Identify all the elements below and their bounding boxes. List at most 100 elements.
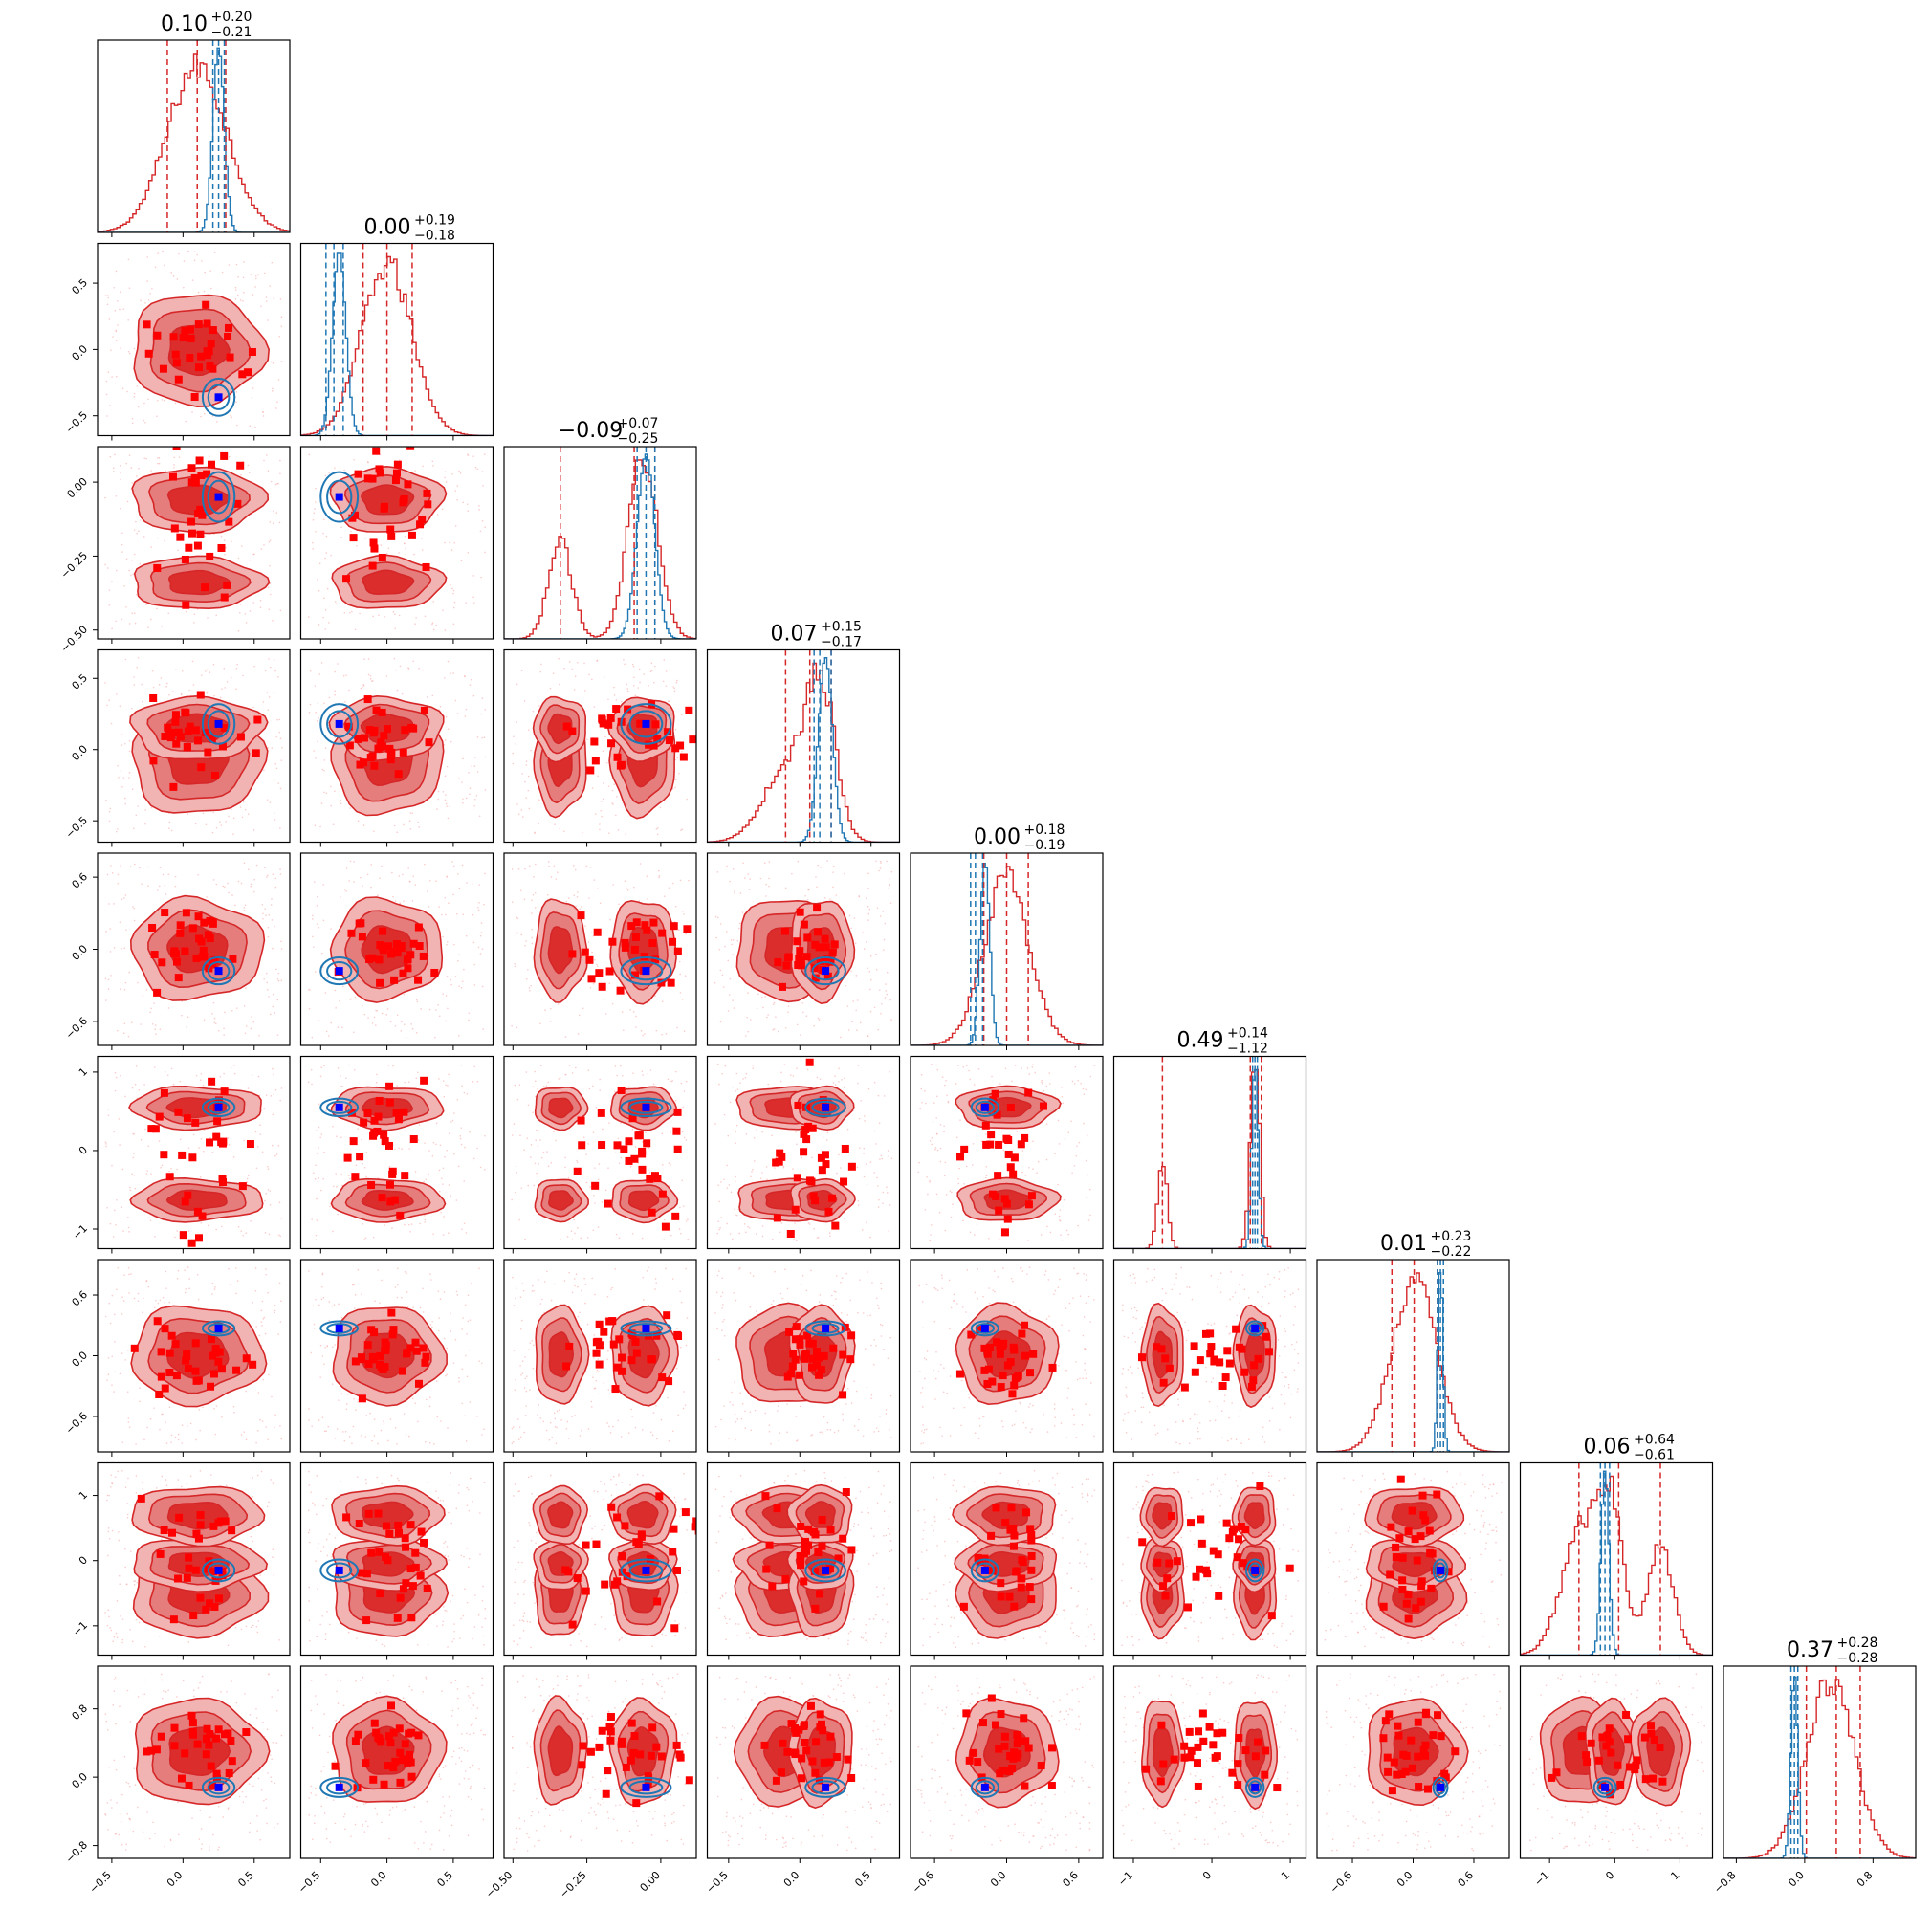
sample-marker <box>220 723 229 732</box>
sample-marker <box>1187 1746 1196 1755</box>
sample-marker <box>1048 1363 1057 1372</box>
x-tick-label: 0 <box>1603 1869 1616 1882</box>
sample-marker <box>170 728 179 736</box>
sample-marker <box>1650 1736 1658 1745</box>
contour-b-1 <box>326 960 353 981</box>
sample-marker <box>1138 1538 1147 1547</box>
sample-marker <box>986 1140 995 1149</box>
sample-marker <box>805 1176 814 1185</box>
sample-marker <box>190 473 199 482</box>
sample-marker <box>800 920 808 929</box>
sample-marker <box>363 695 372 704</box>
panel-title-8: 0.37 <box>1787 1638 1833 1662</box>
sample-marker <box>1250 1361 1259 1370</box>
sample-marker <box>188 1153 197 1162</box>
hist-a-1 <box>300 255 494 436</box>
scatter-panel-8-5 <box>1112 1665 1307 1859</box>
sample-marker <box>815 943 823 952</box>
hist-panel-4: 0.00 +0.18−0.19 <box>910 823 1104 1046</box>
sample-marker <box>209 1568 218 1576</box>
sample-marker <box>573 1167 582 1175</box>
sample-marker <box>672 1127 681 1135</box>
sample-marker <box>148 924 157 933</box>
sample-marker <box>201 728 209 736</box>
sample-marker <box>1027 1531 1036 1540</box>
sample-marker <box>632 1349 641 1357</box>
sample-marker <box>1379 1734 1388 1743</box>
sample-marker <box>169 782 178 791</box>
sample-marker <box>1142 1765 1151 1773</box>
sample-marker <box>1416 1532 1425 1541</box>
sample-marker <box>816 1723 824 1731</box>
hist-b-0 <box>98 47 290 232</box>
sample-marker <box>618 1367 626 1375</box>
sample-marker <box>1422 1708 1431 1717</box>
y-tick-label: 0.0 <box>70 342 91 363</box>
sample-marker <box>391 476 400 485</box>
sample-marker <box>801 1354 809 1363</box>
sample-marker <box>1451 1747 1460 1756</box>
sample-marker <box>780 927 789 935</box>
sample-marker <box>597 1109 605 1117</box>
sample-marker <box>1434 1711 1442 1720</box>
sample-marker <box>630 971 639 979</box>
sample-marker <box>1241 1526 1250 1534</box>
sample-marker <box>414 976 423 984</box>
sample-marker <box>1254 1738 1262 1746</box>
sample-marker <box>1153 1343 1161 1351</box>
sample-marker <box>1552 1768 1561 1777</box>
sample-marker <box>783 1747 792 1756</box>
panel-title-minus-4: −0.19 <box>1024 838 1065 853</box>
sample-marker <box>606 1736 615 1745</box>
panel-frame <box>503 1461 697 1657</box>
sample-marker <box>209 364 217 373</box>
sample-marker <box>1157 1721 1166 1729</box>
sample-marker <box>182 601 190 609</box>
hist-a-6 <box>1317 1272 1509 1452</box>
sample-marker <box>374 1509 383 1518</box>
y-tick-label: −0.5 <box>63 814 90 841</box>
sample-marker <box>1192 1572 1200 1581</box>
sample-marker <box>631 933 640 941</box>
panel-frame <box>503 648 697 844</box>
sample-marker <box>187 1711 196 1720</box>
panel-title-3: 0.07 <box>771 623 818 647</box>
sample-marker <box>795 954 803 962</box>
sample-marker <box>1025 1583 1034 1592</box>
panel-frame <box>97 1055 291 1250</box>
sample-marker <box>1003 1215 1012 1223</box>
hist-panel-7: 0.06 +0.64−0.61 <box>1519 1433 1714 1657</box>
scatter-panel-8-3 <box>706 1665 901 1859</box>
truth-marker <box>335 1783 343 1791</box>
sample-marker <box>1379 1602 1388 1611</box>
hist-b-8 <box>1723 1676 1916 1858</box>
sample-marker <box>618 1353 626 1362</box>
sample-marker <box>637 1530 646 1539</box>
sample-marker <box>1218 1728 1227 1737</box>
sample-marker <box>773 1504 781 1513</box>
x-tick-label: 0.0 <box>165 1869 186 1890</box>
sample-marker <box>1390 1758 1398 1767</box>
x-tick-label: 0.0 <box>1394 1869 1416 1890</box>
truth-marker <box>1251 1324 1260 1332</box>
panel-frame <box>706 852 901 1046</box>
sample-marker <box>1408 1506 1416 1515</box>
sample-marker <box>376 1590 384 1598</box>
sample-marker <box>643 926 651 934</box>
sample-marker <box>607 1503 616 1511</box>
contour-b-0 <box>804 1776 846 1798</box>
sample-marker <box>185 1781 193 1789</box>
sample-marker <box>811 1530 820 1539</box>
panel-frame <box>1112 1665 1307 1859</box>
sample-marker <box>400 496 408 505</box>
x-tick-label: 0.6 <box>1060 1869 1081 1890</box>
sample-marker <box>165 729 173 737</box>
sample-marker <box>385 1082 394 1090</box>
sample-marker <box>375 1548 384 1556</box>
sample-marker <box>374 1733 383 1742</box>
y-tick-label: 0.00 <box>65 475 91 501</box>
sample-marker <box>411 1563 420 1571</box>
sample-marker <box>355 1519 363 1527</box>
sample-marker <box>568 950 577 958</box>
sample-marker <box>174 1108 183 1116</box>
